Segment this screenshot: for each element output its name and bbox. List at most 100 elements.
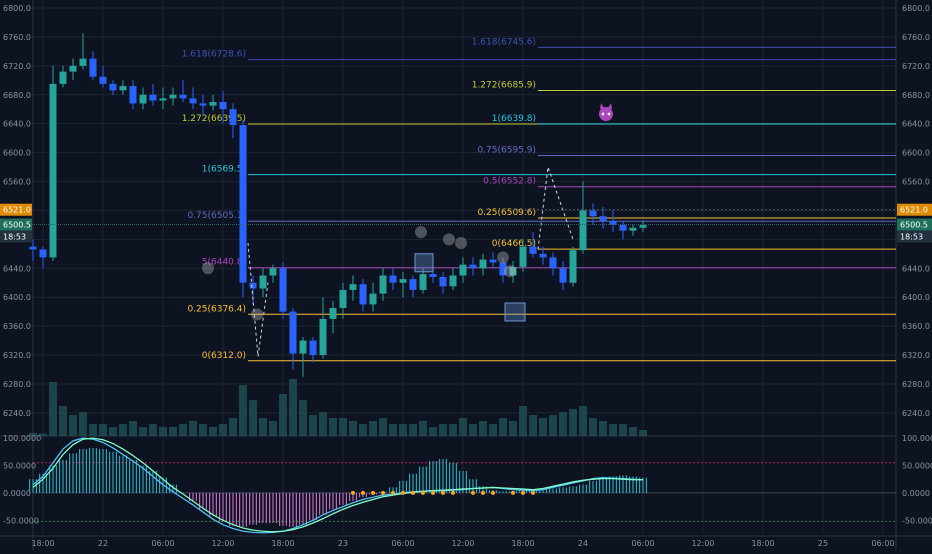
time-tick-label: 12:00 bbox=[211, 539, 234, 548]
price-tick-label-left: 6360.0 bbox=[3, 322, 31, 331]
candle-body bbox=[219, 101, 227, 110]
volume-bar bbox=[459, 418, 467, 436]
price-tick-label-left: 6600.0 bbox=[3, 149, 31, 158]
volume-bar bbox=[199, 424, 207, 436]
box-marker bbox=[414, 253, 434, 273]
axes: 6800.0 6800.0 6760.0 6760.0 6720.0 6720.0 6680… bbox=[0, 4, 932, 548]
volume-bar bbox=[49, 382, 57, 436]
volume-bar bbox=[129, 421, 137, 436]
candle-body bbox=[519, 246, 527, 267]
candle-body bbox=[559, 268, 567, 283]
candle-body bbox=[189, 98, 197, 104]
candle-body bbox=[129, 86, 137, 104]
macd-marker bbox=[451, 490, 455, 495]
time-tick-label: 18:00 bbox=[511, 539, 534, 548]
candle-body bbox=[399, 279, 407, 283]
candle-body bbox=[439, 276, 447, 287]
price-tag-bg bbox=[0, 218, 32, 231]
time-tick-label: 12:00 bbox=[451, 539, 474, 548]
volume-bar bbox=[79, 412, 87, 436]
volume-bar bbox=[249, 400, 257, 436]
price-tag-label: 6521.0 bbox=[900, 206, 928, 215]
price-tick-label-right: 6760.0 bbox=[902, 33, 930, 42]
macd-line bbox=[32, 437, 644, 534]
price-tick-label-right: 6280.0 bbox=[902, 380, 930, 389]
macd-marker bbox=[491, 490, 495, 495]
macd-marker bbox=[351, 490, 355, 495]
macd-tick-label-left: -50.0000 bbox=[3, 516, 39, 525]
candle-body bbox=[239, 125, 247, 283]
candle-body bbox=[289, 311, 297, 354]
price-tick-label-left: 6320.0 bbox=[3, 351, 31, 360]
candle-body bbox=[149, 94, 157, 101]
price-tick-label-right: 6360.0 bbox=[902, 322, 930, 331]
candle-body bbox=[589, 210, 597, 217]
candle-body bbox=[359, 284, 367, 305]
zigzag-left bbox=[247, 242, 269, 357]
cat-icon-ear bbox=[608, 103, 612, 109]
volume-bar bbox=[579, 406, 587, 436]
volume-bar bbox=[389, 424, 397, 436]
time-tick-label: 06:00 bbox=[151, 539, 174, 548]
cat-icon-ear bbox=[600, 103, 604, 109]
price-tick-label-right: 6440.0 bbox=[902, 264, 930, 273]
macd-marker bbox=[431, 490, 435, 495]
candle-body bbox=[209, 101, 217, 106]
price-tick-label-left: 6760.0 bbox=[3, 33, 31, 42]
cat-icon bbox=[599, 103, 613, 121]
volume-bar bbox=[209, 427, 217, 436]
macd-tick-label-left: 0.0000 bbox=[3, 489, 31, 498]
circle-marker bbox=[202, 262, 214, 275]
fib-label: 0(6312.0) bbox=[202, 351, 246, 361]
price-tag-bg bbox=[897, 218, 932, 231]
fib-label: 0.75(6595.9) bbox=[477, 146, 536, 156]
candle-body bbox=[569, 250, 577, 283]
volume-bar bbox=[29, 433, 37, 436]
price-tick-label-right: 6640.0 bbox=[902, 120, 930, 129]
macd-marker bbox=[391, 490, 395, 495]
fib-label: 0.25(6376.4) bbox=[187, 304, 246, 314]
volume-bar bbox=[619, 424, 627, 436]
candle-body bbox=[629, 227, 637, 231]
candle-body bbox=[39, 249, 47, 258]
volume-bar bbox=[39, 433, 47, 436]
volume-bar bbox=[339, 418, 347, 436]
candle-body bbox=[109, 83, 117, 91]
time-tick-label: 24 bbox=[578, 539, 588, 548]
candle-body bbox=[199, 103, 207, 106]
volume-bar bbox=[499, 418, 507, 436]
fib-levels[interactable]: 1.618(6728.6) 1.272(6639.5) 1(6569.5) 0.75(… bbox=[182, 37, 896, 362]
candle-body bbox=[469, 264, 477, 269]
volume-bar bbox=[599, 421, 607, 436]
macd-tick-label-right: 50.0000 bbox=[902, 461, 932, 470]
candle-body bbox=[79, 58, 87, 66]
fib-label: 1.272(6639.5) bbox=[182, 114, 246, 124]
volume-bar bbox=[529, 415, 537, 436]
macd-marker bbox=[471, 490, 475, 495]
candle-body bbox=[329, 308, 337, 319]
macd-marker bbox=[481, 490, 485, 495]
volume-bar bbox=[329, 418, 337, 436]
volume-bar bbox=[429, 427, 437, 436]
candle-body bbox=[349, 284, 357, 290]
candle-body bbox=[49, 83, 57, 258]
volume-bar bbox=[629, 427, 637, 436]
drawings[interactable] bbox=[0, 103, 896, 357]
candle-body bbox=[179, 94, 187, 99]
macd-signal-line bbox=[32, 437, 643, 533]
fib-label: 1.618(6745.6) bbox=[472, 37, 536, 47]
price-tag-label: 18:53 bbox=[3, 232, 26, 241]
volume-bar bbox=[539, 418, 547, 436]
candle-body bbox=[489, 259, 497, 263]
volume-bar bbox=[519, 406, 527, 436]
price-tick-label-left: 6400.0 bbox=[3, 293, 31, 302]
candle-body bbox=[339, 289, 347, 309]
volume-bar bbox=[149, 424, 157, 436]
volume-bar bbox=[139, 427, 147, 436]
fib-label: 1(6639.8) bbox=[492, 114, 536, 124]
macd-tick-label-left: 100.0000 bbox=[3, 434, 41, 443]
price-tick-label-right: 6680.0 bbox=[902, 91, 930, 100]
volume-bar bbox=[189, 421, 197, 436]
